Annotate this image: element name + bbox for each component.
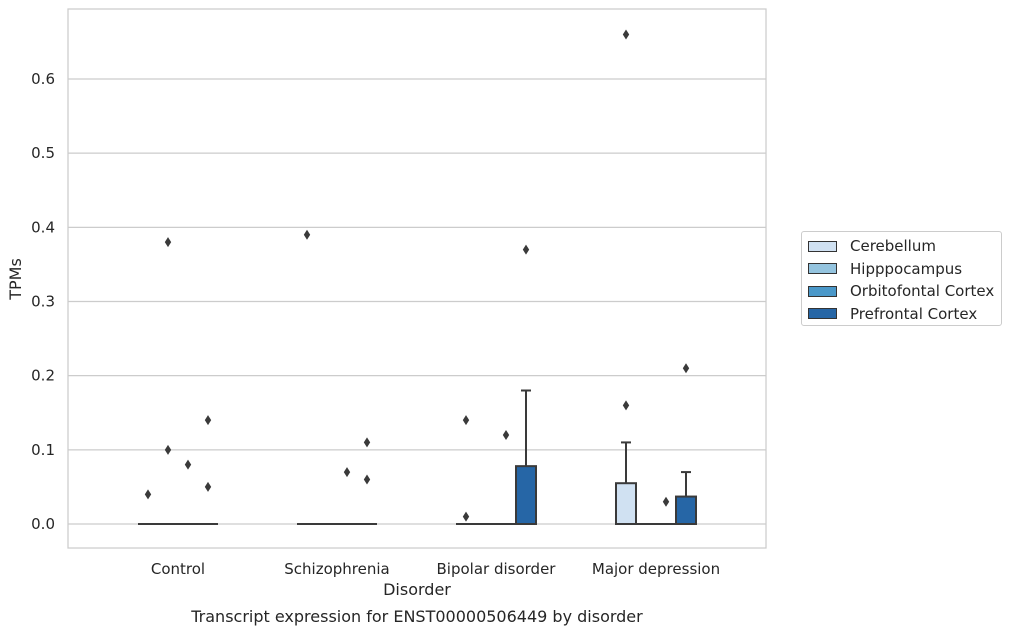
outlier-point [343,467,351,478]
y-tick-label: 0.2 [31,367,55,385]
y-axis-label: TPMs [6,258,25,301]
outlier-point [462,511,470,522]
y-tick-label: 0.5 [31,144,55,162]
y-axis-ticks: 0.0 0.1 0.2 0.3 0.4 0.5 0.6 [31,70,55,533]
legend-label: Cerebellum [850,237,936,256]
legend-item: Hipppocampus [808,258,1001,281]
outlier-point [622,400,630,411]
outlier-point [363,474,371,485]
chart-caption: Transcript expression for ENST0000050644… [190,607,643,626]
outlier-point [522,244,530,255]
x-tick-label: Control [151,560,205,578]
legend-swatch [808,263,837,275]
outlier-point [462,415,470,426]
outlier-point [662,496,670,507]
outlier-point [204,415,212,426]
x-tick-label: Schizophrenia [284,560,389,578]
outlier-point [204,481,212,492]
legend: Cerebellum Hipppocampus Orbitofontal Corte… [801,231,1002,326]
outlier-point [622,29,630,40]
legend-swatch [808,308,837,320]
outlier-point [164,237,172,248]
y-tick-label: 0.4 [31,218,55,236]
outliers [144,29,690,522]
box-cerebellum-3 [615,441,637,526]
box-prefrontal-cortex-3 [675,471,697,525]
x-tick-label: Bipolar disorder [437,560,557,578]
plot-frame [67,8,767,549]
x-tick-label: Major depression [592,560,720,578]
x-axis-label: Disorder [383,580,451,599]
outlier-point [682,363,690,374]
box-body [515,465,537,525]
box-prefrontal-cortex-2 [515,389,537,525]
legend-item: Orbitofontal Cortex [808,280,1001,303]
boxes [138,389,697,526]
outlier-point [363,437,371,448]
outlier-point [144,489,152,500]
legend-label: Orbitofontal Cortex [850,282,995,301]
legend-swatch [808,285,837,297]
legend-label: Hipppocampus [850,259,963,278]
outlier-point [184,459,192,470]
box-body [615,482,637,526]
y-tick-label: 0.0 [31,515,55,533]
y-tick-label: 0.3 [31,293,55,311]
box-body [675,495,697,525]
legend-item: Cerebellum [808,235,1001,258]
legend-item: Prefrontal Cortex [808,303,1001,326]
legend-label: Prefrontal Cortex [850,304,978,323]
outlier-point [303,229,311,240]
outlier-point [164,444,172,455]
legend-swatch [808,240,837,252]
gridlines [68,78,766,525]
x-axis-ticks: Control Schizophrenia Bipolar disorder Majo… [151,560,720,578]
outlier-point [502,430,510,440]
y-tick-label: 0.1 [31,441,55,459]
y-tick-label: 0.6 [31,70,55,88]
